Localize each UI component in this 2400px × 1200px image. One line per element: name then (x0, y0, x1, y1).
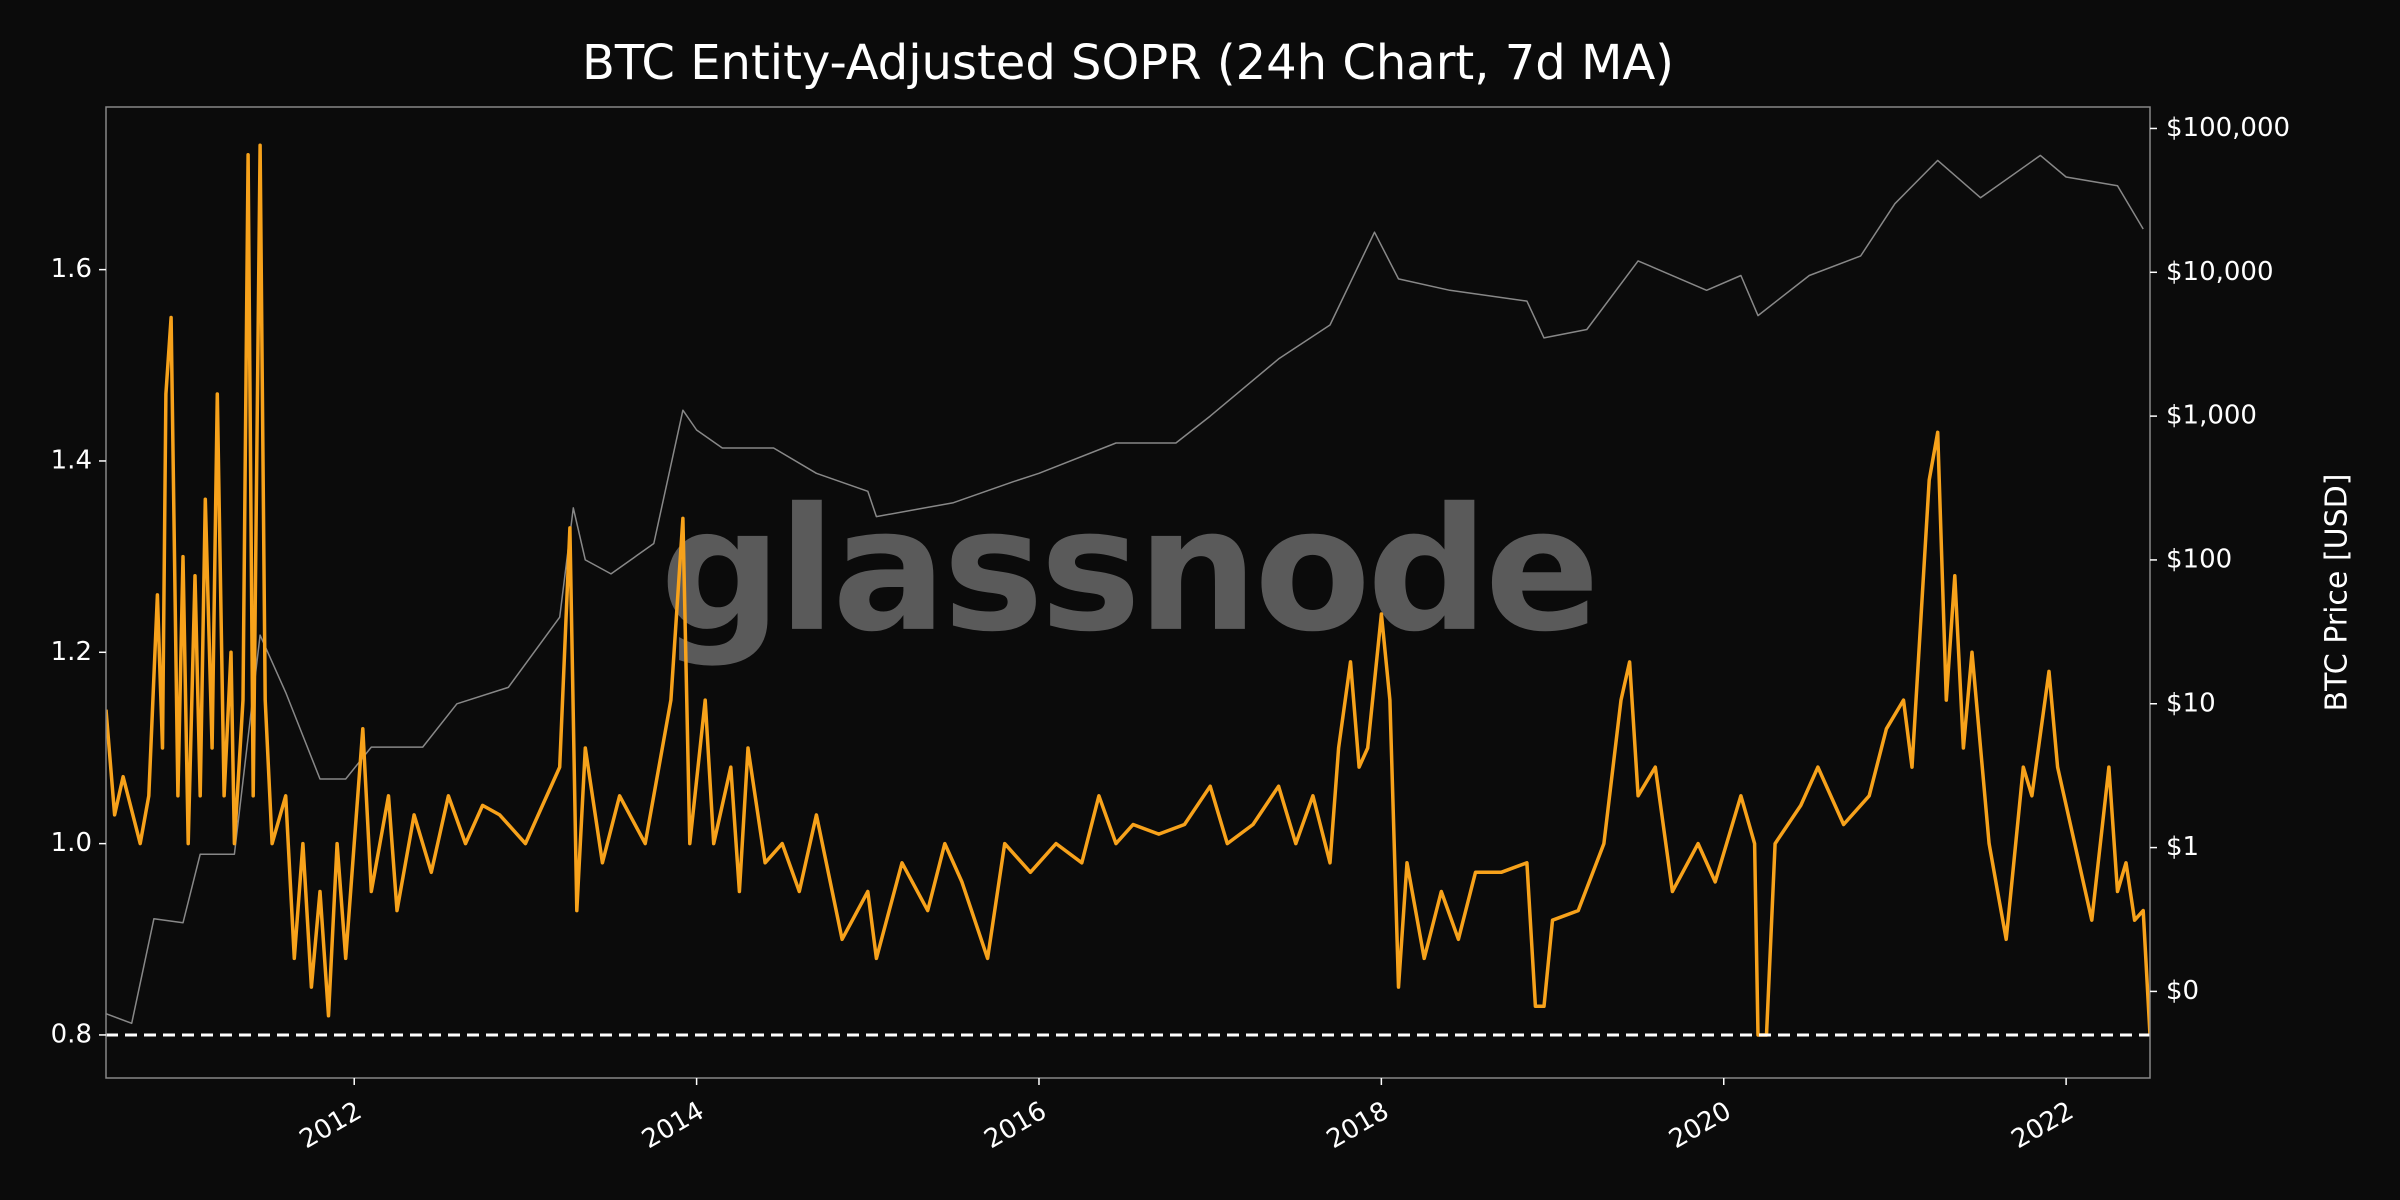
y2-tick-label: $10,000 (2166, 257, 2274, 287)
y-tick-label: 1.2 (51, 637, 92, 667)
y-tick-label: 1.4 (51, 445, 92, 475)
watermark: glassnode (660, 472, 1596, 670)
plot (106, 143, 2150, 1037)
y2-tick-label: $100,000 (2166, 113, 2290, 143)
y2-axis-label: BTC Price [USD] (2320, 474, 2355, 712)
y-tick-label: 1.0 (51, 828, 92, 858)
y2-tick-label: $0 (2166, 976, 2199, 1006)
y2-tick-label: $10 (2166, 688, 2216, 718)
y2-tick-label: $100 (2166, 544, 2232, 574)
y2-tick-label: $1 (2166, 832, 2199, 862)
y-tick-label: 1.6 (51, 254, 92, 284)
y-tick-label: 0.8 (51, 1019, 92, 1049)
plot-frame (105, 106, 2151, 1079)
price-line (106, 154, 2144, 1025)
y2-tick-label: $1,000 (2166, 401, 2257, 431)
chart-title: BTC Entity-Adjusted SOPR (24h Chart, 7d … (582, 35, 1674, 91)
sopr-line (106, 143, 2150, 1037)
